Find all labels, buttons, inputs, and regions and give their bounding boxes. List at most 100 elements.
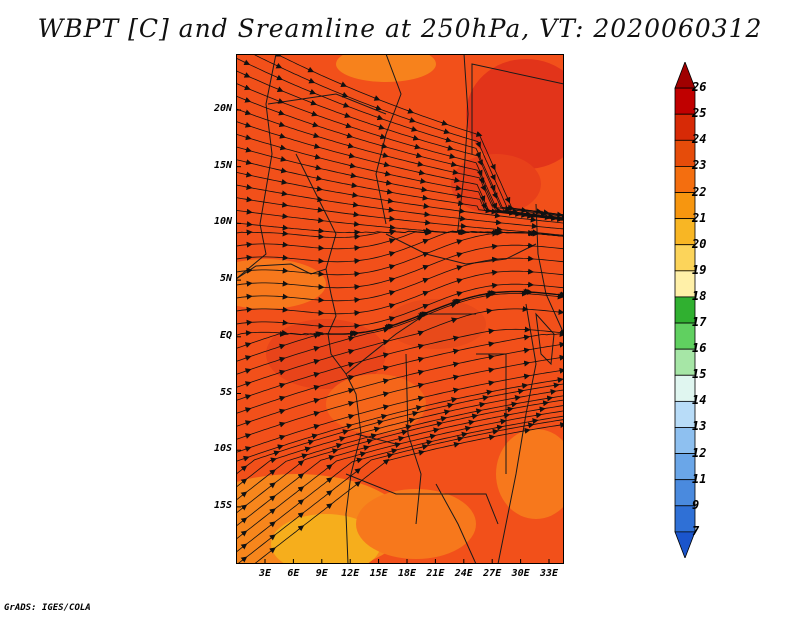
map-canvas <box>236 54 564 564</box>
streamline-arrow <box>448 153 456 159</box>
streamline-arrow <box>467 419 475 426</box>
streamline-arrow <box>315 175 323 182</box>
streamline-arrow <box>244 433 252 439</box>
streamline-arrow <box>244 97 252 103</box>
streamline-arrow <box>313 345 321 352</box>
streamline-arrow <box>487 328 495 335</box>
streamline-arrow <box>527 422 535 429</box>
streamline-arrow <box>452 387 460 394</box>
streamline-arrow <box>278 408 286 415</box>
streamline-arrow <box>476 169 483 177</box>
streamline-arrow <box>523 427 531 434</box>
streamline-arrow <box>405 424 413 431</box>
streamline-arrow <box>313 332 321 339</box>
streamline-arrow <box>529 216 537 223</box>
streamline-arrow <box>350 172 357 179</box>
streamline-arrow <box>347 387 355 394</box>
streamline-arrow <box>278 382 286 389</box>
streamline-arrow <box>390 448 398 455</box>
streamline-arrow <box>412 134 420 141</box>
streamline-arrow <box>382 365 390 372</box>
streamline-arrow <box>311 433 319 440</box>
streamline-arrow <box>346 132 354 139</box>
streamline-arrow <box>454 184 462 191</box>
streamline-arrow <box>242 455 250 462</box>
streamline-arrow <box>316 206 324 213</box>
streamline-arrow <box>422 290 430 297</box>
streamline-arrow <box>312 121 319 128</box>
streamline-arrow <box>517 388 525 395</box>
x-axis-label: 33E <box>539 568 559 579</box>
streamline-arrow <box>556 377 564 383</box>
streamline-arrow <box>276 74 283 81</box>
x-axis-label: 30E <box>511 568 530 579</box>
x-axis-label: 27E <box>483 568 502 579</box>
streamline-arrow <box>456 265 463 271</box>
streamline-arrow <box>386 188 394 195</box>
streamline-arrow <box>443 409 451 416</box>
streamline-arrow <box>279 156 287 162</box>
streamline-arrow <box>542 400 550 407</box>
streamline <box>236 410 564 540</box>
streamline-arrow <box>415 152 423 159</box>
streamline-arrow <box>373 95 381 101</box>
streamline-arrow <box>559 422 564 429</box>
streamline-arrow <box>308 77 316 84</box>
colorbar-label: 19 <box>692 262 707 277</box>
streamline-arrow <box>450 317 458 324</box>
streamline-arrow <box>269 508 276 515</box>
streamline-arrow <box>347 413 355 420</box>
streamline-arrow <box>514 395 522 401</box>
streamline-arrow <box>562 216 564 223</box>
streamline-arrow <box>382 458 390 466</box>
streamline-arrow <box>450 161 458 168</box>
streamline-arrow <box>341 91 349 98</box>
streamline-arrow <box>491 230 499 237</box>
streamline-arrow <box>471 413 479 420</box>
x-axis-label: 15E <box>369 568 388 579</box>
streamline-arrow <box>457 200 465 207</box>
streamline-arrow <box>549 388 557 395</box>
streamline-arrow <box>297 473 305 480</box>
streamline-arrow <box>244 446 252 452</box>
streamline-arrow <box>349 162 357 169</box>
streamline-arrow <box>244 381 252 387</box>
colorbar-label: 23 <box>692 158 707 173</box>
streamline-arrow <box>456 291 463 297</box>
streamline-arrow <box>480 184 486 192</box>
streamline-arrow <box>440 415 448 422</box>
streamline-arrow <box>504 205 512 212</box>
x-axis-label: 9E <box>315 568 328 579</box>
streamline-arrow <box>422 264 430 271</box>
streamline-arrow <box>538 406 546 413</box>
streamline-arrow <box>422 303 430 310</box>
streamline-arrow <box>458 207 466 214</box>
streamline-arrow <box>418 449 425 456</box>
streamline-arrow <box>482 395 489 402</box>
streamline-arrow <box>450 302 458 309</box>
streamline-arrow <box>558 341 564 348</box>
streamline-arrow <box>240 491 248 498</box>
streamline-arrow <box>481 202 487 210</box>
streamline <box>236 95 564 220</box>
streamline-arrow <box>279 144 287 151</box>
streamline-arrow <box>452 348 460 355</box>
streamline-arrow <box>456 229 464 236</box>
streamline-arrow <box>382 391 390 398</box>
streamline-arrow <box>278 369 286 376</box>
streamline-arrow <box>523 334 531 341</box>
map-panel <box>236 54 564 564</box>
streamline-arrow <box>297 486 305 493</box>
streamline-arrow <box>478 177 485 184</box>
streamline-arrow <box>446 144 454 151</box>
streamline-arrow <box>397 435 405 442</box>
colorbar-label: 21 <box>692 210 707 225</box>
y-axis-label: 5S <box>219 386 232 398</box>
streamline-arrow <box>280 178 288 185</box>
streamline-arrow <box>520 207 528 213</box>
streamline-arrow <box>382 152 389 158</box>
streamline-arrow <box>275 62 283 69</box>
streamline-arrow <box>388 303 396 309</box>
streamline-arrow <box>244 109 252 116</box>
streamline-arrow <box>269 495 276 502</box>
